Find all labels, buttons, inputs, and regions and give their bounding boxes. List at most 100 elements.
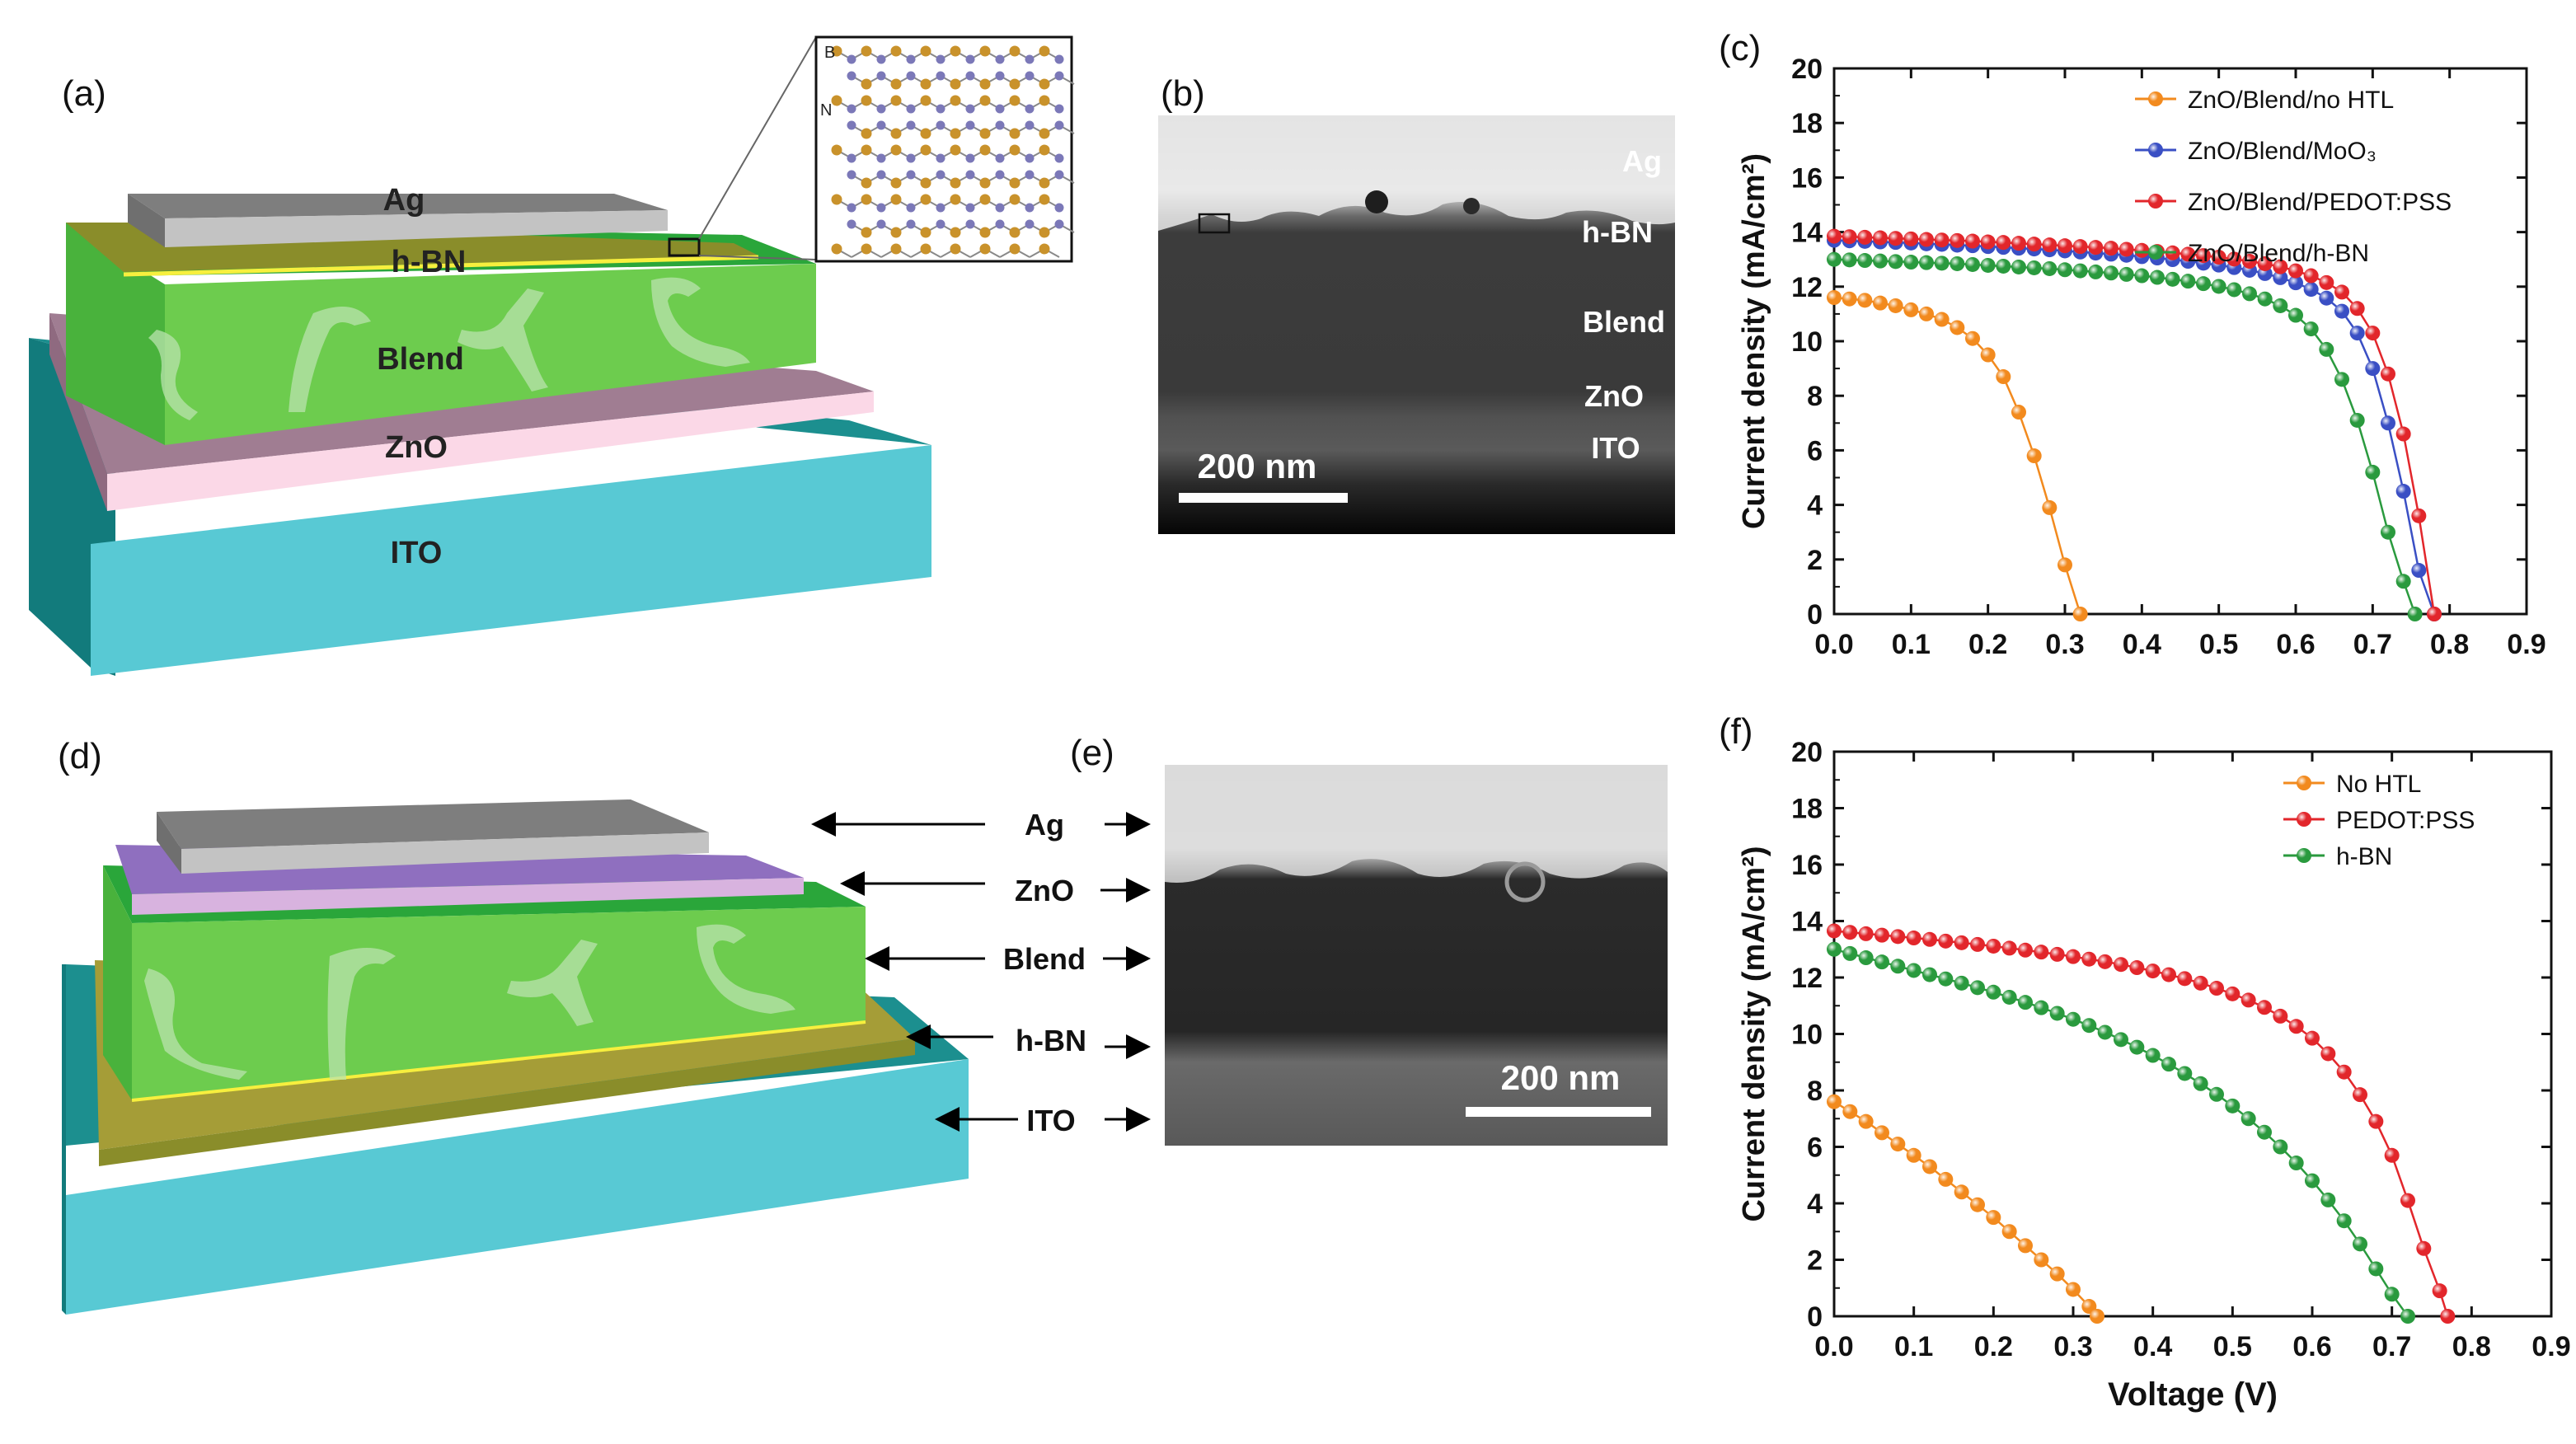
nitrogen-atom: [876, 71, 886, 81]
data-point-highlight: [2226, 282, 2242, 298]
legend-label: h-BN: [2336, 843, 2392, 870]
sem-ag-boundary-e: [1165, 765, 1668, 883]
x-tick-label: 0.9: [2531, 1331, 2570, 1362]
nitrogen-atom: [936, 219, 945, 229]
nitrogen-atom: [936, 153, 945, 163]
nitrogen-atom: [995, 54, 1005, 64]
boron-atom: [890, 177, 902, 189]
data-point-highlight: [2042, 260, 2058, 276]
boron-atom: [1009, 227, 1021, 238]
boron-atom: [920, 45, 931, 57]
nitrogen-atom: [876, 203, 886, 213]
y-tick-label: 6: [1807, 435, 1823, 466]
series-1: [1827, 923, 2456, 1324]
data-point-highlight: [2001, 940, 2017, 956]
blend-side-d: [103, 865, 132, 1100]
blend-domain: [289, 307, 371, 412]
series-0: [1827, 1094, 2104, 1324]
zno-front-d: [132, 878, 804, 915]
data-point-highlight: [2353, 1236, 2367, 1252]
data-point-highlight: [2336, 1064, 2352, 1080]
data-point-highlight: [2241, 992, 2256, 1008]
nitrogen-atom: [936, 170, 945, 180]
data-point-highlight: [1873, 253, 1888, 269]
nitrogen-atom: [906, 71, 916, 81]
data-point-highlight: [1858, 926, 1874, 941]
data-point-highlight: [1996, 258, 2011, 274]
data-point-highlight: [1875, 927, 1889, 943]
data-point-highlight: [2034, 1000, 2049, 1015]
legend-marker-highlight: [2148, 91, 2163, 106]
data-point-highlight: [1980, 234, 1996, 250]
data-point-highlight: [2150, 270, 2165, 285]
data-point-highlight: [2305, 1030, 2320, 1046]
data-point-highlight: [2349, 326, 2365, 341]
data-point-highlight: [2257, 256, 2273, 271]
boron-atom: [831, 194, 842, 205]
data-point-highlight: [1890, 929, 1906, 945]
nitrogen-atom: [1025, 54, 1035, 64]
x-tick-label: 0.3: [2053, 1331, 2092, 1362]
y-tick-label: 16: [1791, 162, 1823, 194]
nitrogen-atom: [1025, 203, 1035, 213]
data-point-highlight: [1842, 945, 1858, 961]
data-point-highlight: [1938, 1171, 1954, 1187]
data-point-highlight: [2384, 1147, 2400, 1163]
y-tick-label: 8: [1807, 381, 1823, 412]
data-point-highlight: [2242, 254, 2257, 270]
data-point-highlight: [2081, 951, 2097, 967]
x-tick-label: 0.4: [2123, 629, 2161, 660]
boron-atom: [831, 95, 842, 106]
legend-marker-highlight: [2297, 812, 2311, 827]
nitrogen-atom: [936, 54, 945, 64]
data-point-highlight: [1919, 232, 1934, 247]
nitrogen-atom: [906, 54, 916, 64]
x-tick-label: 0.8: [2430, 629, 2469, 660]
data-point-highlight: [2226, 251, 2242, 267]
boron-atom: [979, 227, 991, 238]
scale-bar-b: [1179, 493, 1348, 503]
data-point-highlight: [2072, 239, 2088, 255]
legend-label: No HTL: [2336, 771, 2421, 798]
data-point-highlight: [2273, 259, 2288, 274]
blend-front-d: [132, 907, 866, 1100]
sem-void: [1504, 861, 1546, 902]
boron-atom: [890, 243, 902, 255]
data-point-highlight: [1842, 925, 1858, 940]
data-point-highlight: [1857, 253, 1873, 269]
boron-atom: [890, 227, 902, 238]
boron-atom: [979, 45, 991, 57]
data-point-highlight: [2018, 1238, 2033, 1254]
data-point-highlight: [2242, 286, 2257, 302]
y-tick-label: 10: [1791, 326, 1823, 358]
data-point-highlight: [2081, 1018, 2097, 1034]
data-point-highlight: [1980, 257, 1996, 273]
nitrogen-atom: [995, 170, 1005, 180]
nitrogen-atom: [995, 219, 1005, 229]
data-point-highlight: [2365, 464, 2381, 480]
arrow-row-blend: Blend: [865, 942, 1151, 976]
data-point-highlight: [2072, 263, 2088, 279]
legend-label: ZnO/Blend/PEDOT:PSS: [2188, 189, 2452, 216]
data-point-highlight: [2018, 942, 2033, 958]
data-point-highlight: [2097, 1024, 2113, 1040]
x-tick-label: 0.6: [2292, 1331, 2331, 1362]
legend-label: PEDOT:PSS: [2336, 807, 2475, 834]
boron-atom: [979, 177, 991, 189]
x-axis-label: Voltage (V): [2108, 1376, 2278, 1413]
boron-atom: [979, 243, 991, 255]
data-point-highlight: [2273, 1139, 2288, 1155]
data-point-highlight: [2114, 1032, 2128, 1048]
data-point-highlight: [1934, 232, 1950, 248]
data-point-highlight: [2319, 274, 2334, 290]
data-point-highlight: [2042, 237, 2058, 253]
boron-atom: [920, 194, 931, 205]
layer-label-ag-a: Ag: [383, 183, 425, 218]
data-point-highlight: [2407, 607, 2423, 621]
data-point-highlight: [2177, 1066, 2193, 1081]
blend-edge-d: [131, 1020, 866, 1102]
panel-e: (e) 200 nm: [1070, 733, 1668, 1146]
nitrogen-atom: [906, 120, 916, 130]
data-point-highlight: [2058, 262, 2072, 278]
